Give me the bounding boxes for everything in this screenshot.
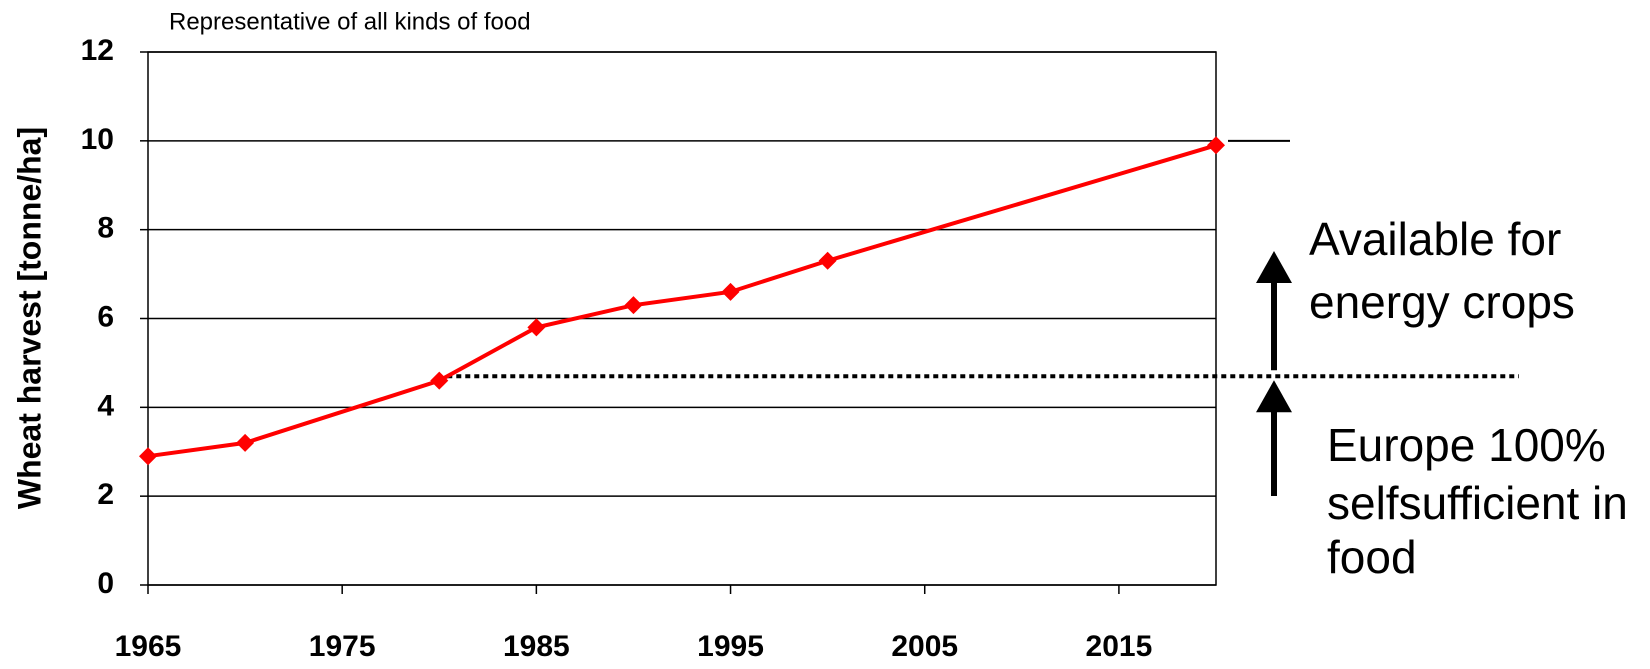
data-point [236, 433, 255, 452]
y-tick-label: 6 [97, 300, 114, 333]
data-point [139, 447, 157, 466]
x-tick-label: 1995 [697, 630, 764, 663]
y-tick-label: 0 [97, 567, 114, 600]
y-tick-label: 4 [97, 389, 114, 422]
x-tick-label: 1985 [503, 630, 570, 663]
arrow-head [1256, 251, 1292, 283]
data-point [624, 296, 643, 315]
data-line [147, 143, 1217, 459]
annotation: selfsufficient in [1327, 477, 1628, 529]
chart-title: Representative of all kinds of food [169, 8, 531, 35]
y-tick-label: 12 [81, 34, 114, 67]
y-tick-label: 2 [97, 478, 114, 511]
x-tick-label: 2015 [1086, 630, 1153, 663]
x-tick-label: 2005 [891, 630, 958, 663]
y-axis-label: Wheat harvest [tonne/ha] [11, 127, 47, 509]
annotation: Europe 100% [1327, 419, 1606, 471]
x-tick-label: 1975 [309, 630, 376, 663]
y-tick-label: 10 [81, 123, 114, 156]
data-point [527, 318, 546, 337]
data-point [1207, 136, 1225, 155]
arrow-head [1256, 380, 1292, 413]
x-tick-label: 1965 [115, 630, 182, 663]
data-point [430, 371, 449, 390]
annotation: energy crops [1309, 276, 1575, 328]
annotation: Available for [1309, 213, 1561, 265]
y-tick-label: 8 [97, 212, 114, 245]
annotation: food [1327, 531, 1417, 583]
plot-frame [147, 51, 1217, 586]
data-point [721, 282, 740, 301]
data-point [818, 251, 837, 270]
